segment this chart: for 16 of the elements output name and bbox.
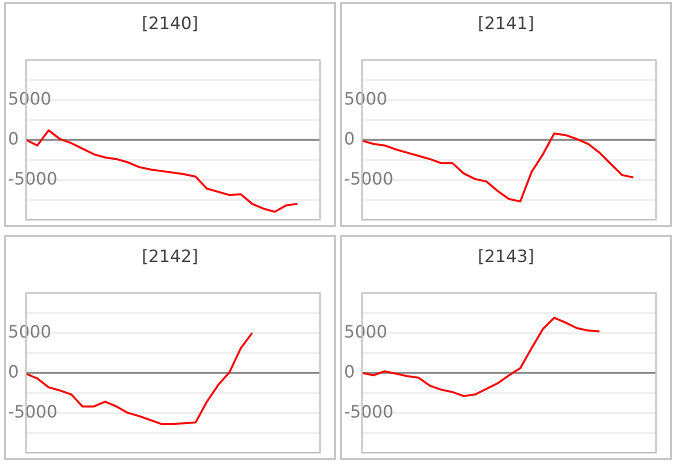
y-tick-label: 5000 bbox=[8, 322, 52, 342]
y-tick-label: 0 bbox=[8, 362, 19, 382]
chart-title: [2141] bbox=[476, 14, 536, 34]
y-tick-label: 0 bbox=[344, 129, 355, 150]
chart-title: [2143] bbox=[476, 247, 536, 267]
y-tick-label: -5000 bbox=[8, 169, 58, 190]
y-tick-label: 5000 bbox=[8, 89, 52, 110]
y-tick-label: -5000 bbox=[8, 402, 58, 422]
chart-title: [2142] bbox=[140, 247, 200, 267]
y-tick-label: -5000 bbox=[344, 169, 394, 190]
y-tick-label: 5000 bbox=[344, 322, 388, 342]
y-tick-label: 5000 bbox=[344, 89, 388, 110]
y-tick-label: -5000 bbox=[344, 402, 394, 422]
chart-title: [2140] bbox=[140, 14, 200, 34]
y-tick-label: 0 bbox=[8, 129, 19, 150]
y-tick-label: 0 bbox=[344, 362, 355, 382]
